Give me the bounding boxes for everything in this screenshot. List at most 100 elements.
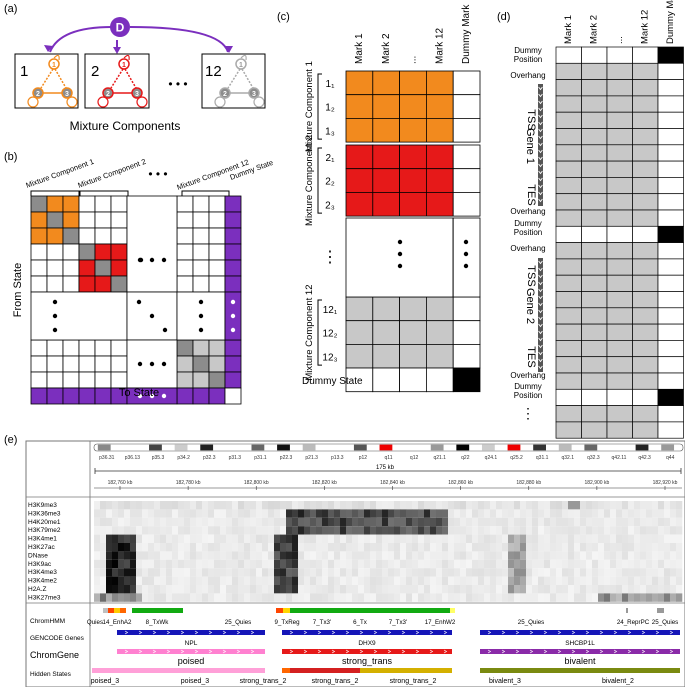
heatmap-bin — [604, 543, 611, 552]
emission-cell — [452, 296, 481, 322]
node-1-2 — [32, 87, 44, 99]
heatmap-bin — [220, 551, 227, 560]
heatmap-bin — [118, 559, 125, 569]
heatmap-bin — [130, 585, 137, 594]
heatmap-bin — [556, 534, 563, 543]
heatmap-bin — [544, 534, 551, 543]
heatmap-bin — [202, 501, 209, 510]
heatmap-bin — [502, 551, 509, 560]
positional-cell — [657, 193, 684, 211]
coord-label: 182,860 kb — [448, 480, 473, 486]
emission-row-label: 2₁ — [326, 153, 336, 164]
heatmap-bin — [262, 585, 269, 594]
ellipsis-dot — [397, 239, 403, 245]
heatmap-bin — [322, 585, 329, 594]
heatmap-bin — [394, 585, 401, 594]
heatmap-bin — [448, 585, 455, 594]
gene-chevron — [208, 630, 213, 635]
ellipsis-dot — [198, 327, 204, 333]
heatmap-bin — [274, 543, 281, 552]
panel-e-tag: (e) — [4, 434, 17, 446]
positional-cell — [632, 307, 659, 325]
positional-cell — [555, 274, 582, 292]
heatmap-bin — [418, 517, 425, 527]
emission-cell — [372, 367, 400, 393]
gene-chevron — [222, 630, 227, 635]
heatmap-bin — [430, 501, 437, 510]
heatmap-bin — [466, 543, 473, 552]
heatmap-bin — [466, 509, 473, 518]
heatmap-bin — [268, 585, 275, 594]
heatmap-bin — [322, 543, 329, 552]
heatmap-bin — [394, 509, 401, 518]
heatmap-bin — [490, 509, 497, 518]
overhang-label: Overhang — [510, 371, 545, 380]
heatmap-bin — [472, 543, 479, 552]
heatmap-bin — [376, 585, 383, 594]
heatmap-bin — [148, 593, 155, 602]
heatmap-bin — [520, 593, 527, 602]
heatmap-bin — [286, 534, 293, 543]
heatmap-bin — [202, 543, 209, 552]
heatmap-bin — [346, 576, 353, 585]
heatmap-bin — [556, 509, 563, 518]
heatmap-bin — [640, 501, 647, 510]
positional-cell — [606, 291, 633, 309]
heatmap-bin — [514, 568, 521, 577]
heatmap-bin — [538, 534, 545, 543]
heatmap-bin — [574, 509, 581, 518]
heatmap-bin — [532, 551, 539, 560]
emission-cell — [345, 144, 374, 170]
heatmap-bin — [676, 534, 683, 543]
hidden-state-label: strong_trans_2 — [312, 678, 359, 685]
positional-cell — [632, 372, 659, 390]
heatmap-bin — [652, 517, 659, 527]
transition-cell — [110, 211, 128, 229]
cytoband-label: q22 — [461, 455, 470, 461]
heatmap-bin — [238, 526, 245, 535]
heatmap-bin — [226, 534, 233, 543]
heatmap-bin — [208, 509, 215, 518]
heatmap-bin — [352, 576, 359, 585]
heatmap-bin — [628, 534, 635, 543]
heatmap-bin — [412, 559, 419, 569]
coord-label: 182,800 kb — [244, 480, 269, 486]
heatmap-bin — [610, 526, 617, 535]
heatmap-bin — [436, 593, 443, 602]
heatmap-bin — [334, 534, 341, 543]
heatmap-bin — [622, 509, 629, 518]
heatmap-bin — [538, 517, 545, 527]
heatmap-bin — [100, 509, 107, 518]
heatmap-bin — [604, 559, 611, 569]
heatmap-bin — [250, 576, 257, 585]
positional-cell — [606, 209, 633, 227]
transition-cell — [62, 387, 80, 405]
chromgene-label: poised — [178, 656, 205, 666]
heatmap-bin — [466, 559, 473, 569]
heatmap-bin — [496, 551, 503, 560]
cytoband — [149, 444, 162, 451]
cytoband — [225, 444, 239, 451]
heatmap-bin — [190, 543, 197, 552]
heatmap-bin — [580, 509, 587, 518]
transition-cell — [30, 259, 48, 277]
heatmap-bin — [376, 501, 383, 510]
heatmap-bin — [160, 559, 167, 569]
heatmap-bin — [586, 568, 593, 577]
heatmap-bin — [616, 534, 623, 543]
heatmap-bin — [676, 509, 683, 518]
heatmap-bin — [100, 593, 107, 602]
heatmap-bin — [562, 509, 569, 518]
heatmap-bin — [418, 585, 425, 594]
strand-chevron — [538, 128, 543, 133]
heatmap-bin — [364, 517, 371, 527]
heatmap-bin — [532, 576, 539, 585]
heatmap-bin — [130, 517, 137, 527]
transition-cell — [94, 339, 112, 357]
heatmap-bin — [640, 526, 647, 535]
transition-cell — [176, 211, 194, 229]
heatmap-bin — [508, 534, 515, 543]
heatmap-bin — [250, 526, 257, 535]
positional-cell — [632, 193, 659, 211]
heatmap-bin — [604, 526, 611, 535]
